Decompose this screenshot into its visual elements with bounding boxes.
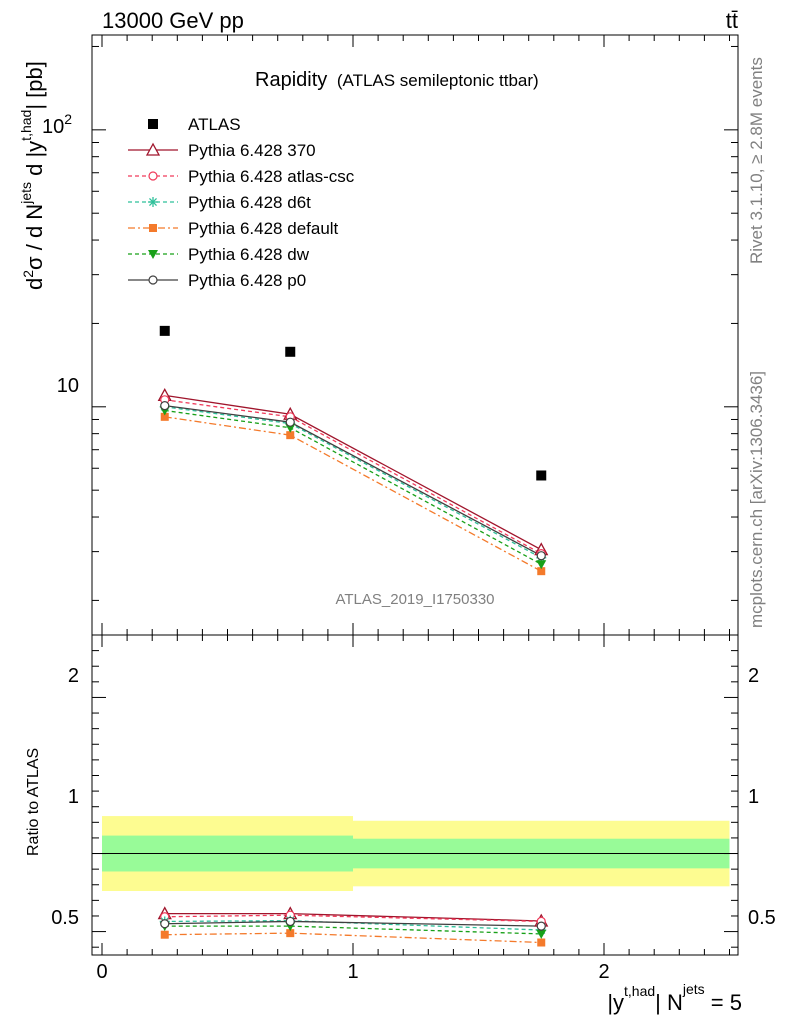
legend-label-3: Pythia 6.428 d6t (188, 193, 311, 212)
series-line-main-2 (164, 406, 542, 559)
series-point-ratio-3 (286, 929, 295, 938)
atlas-data-point (285, 346, 296, 357)
series-line-ratio-3 (164, 932, 542, 944)
ratio-plot-frame (91, 634, 739, 956)
axes (91, 34, 739, 956)
series-point-main-3 (286, 431, 295, 440)
x-axis-label: |yt,had| Njets = 5 (607, 981, 742, 1015)
legend-marker-0 (148, 119, 158, 129)
series-point-ratio-5 (536, 921, 546, 931)
ratio-y-tick-label-right-1: 1 (748, 786, 759, 808)
series-point-main-5 (536, 551, 546, 561)
series-point-main-5 (285, 417, 295, 427)
legend-label-4: Pythia 6.428 default (188, 219, 339, 238)
series-point-main-3 (160, 412, 169, 421)
x-tick-label-0: 0 (96, 961, 107, 983)
ratio-y-tick-label-1: 1 (68, 786, 79, 808)
legend-marker-6 (148, 275, 158, 285)
legend-label-1: Pythia 6.428 370 (188, 141, 316, 160)
series-line-main-3 (164, 416, 542, 572)
series-point-ratio-3 (160, 930, 169, 939)
series-point-main-3 (537, 567, 546, 576)
series-markers (157, 325, 549, 947)
main-y-axis-label: d2σ / d Njets d |yt,had| [pb] (18, 61, 47, 290)
ratio-y-tick-label-right-0.5: 0.5 (748, 907, 776, 929)
ratio-y-tick-label-2: 2 (68, 665, 79, 687)
energy-label: 13000 GeV pp (102, 8, 244, 33)
series-line-main-1 (164, 399, 542, 555)
series-point-ratio-4 (536, 929, 547, 939)
atlas-data-point (159, 325, 170, 336)
analysis-id: ATLAS_2019_I1750330 (335, 591, 494, 608)
legend-marker-4 (149, 224, 157, 232)
x-tick-label-2: 2 (598, 961, 609, 983)
legend-marker-2 (148, 171, 158, 181)
series-point-main-5 (160, 401, 170, 411)
process-label: tt̄ (726, 8, 738, 33)
ratio-y-tick-label-0.5: 0.5 (51, 907, 79, 929)
atlas-data-point (536, 470, 547, 481)
ratio-y-axis-label: Ratio to ATLAS (25, 748, 42, 856)
series-point-main-4 (536, 560, 547, 570)
series-line-main-5 (164, 404, 542, 557)
source-label: mcplots.cern.ch [arXiv:1306.3436] (747, 371, 766, 628)
ratio-y-tick-label-right-2: 2 (748, 665, 759, 687)
legend-marker-3 (148, 197, 158, 207)
legend-label-5: Pythia 6.428 dw (188, 245, 310, 264)
series-line-ratio-0 (164, 912, 542, 922)
series-point-ratio-5 (285, 916, 295, 927)
main-y-tick-label-10: 10 (57, 375, 79, 397)
series-line-ratio-4 (164, 925, 542, 935)
main-title: Rapidity (ATLAS semileptonic ttbar) (255, 69, 539, 91)
legend-marker-5 (148, 250, 158, 259)
main-y-tick-label-100: 102 (42, 111, 72, 138)
legend: ATLAS Pythia 6.428 370 Pythia 6.428 atlas-… (128, 115, 355, 290)
legend-marker-1 (145, 142, 161, 156)
series-point-ratio-5 (160, 919, 170, 929)
legend-label-0: ATLAS (188, 115, 241, 134)
series-point-ratio-3 (537, 938, 546, 947)
x-tick-label-1: 1 (347, 961, 358, 983)
legend-label-6: Pythia 6.428 p0 (188, 271, 306, 290)
rivet-label: Rivet 3.1.10, ≥ 2.8M events (747, 57, 766, 264)
series-line-ratio-5 (164, 920, 542, 927)
legend-label-2: Pythia 6.428 atlas-csc (188, 167, 355, 186)
